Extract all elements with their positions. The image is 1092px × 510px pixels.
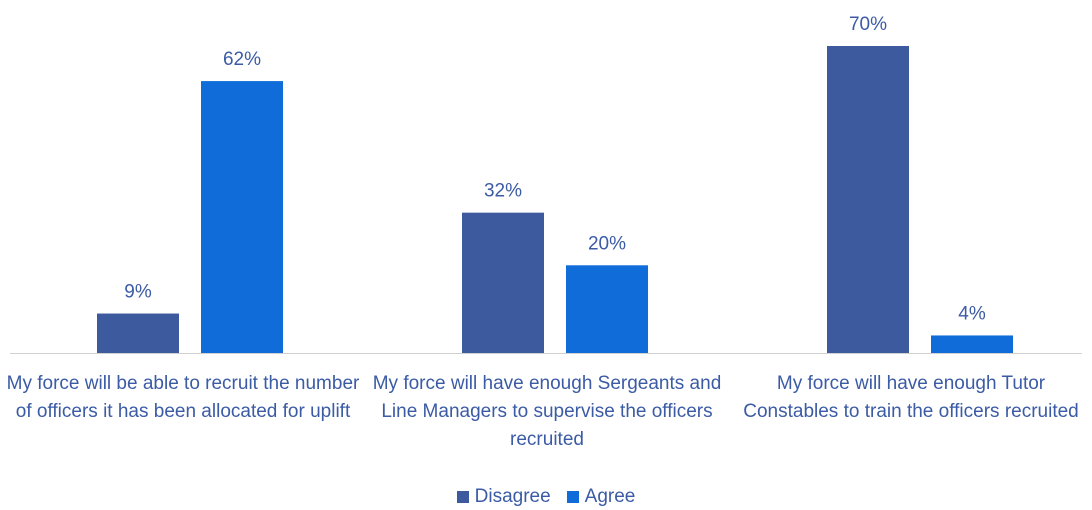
legend-item-agree: Agree: [566, 486, 636, 508]
bar-disagree-2: [462, 212, 544, 353]
data-label-agree-3: 4%: [958, 303, 986, 324]
data-label-disagree-3: 70%: [849, 14, 887, 35]
category-label-1: My force will be able to recruit the num…: [6, 373, 360, 422]
data-label-disagree-2: 32%: [484, 181, 522, 202]
legend-label-agree: Agree: [584, 486, 636, 507]
bar-agree-1: [201, 81, 283, 353]
category-label-3: My force will have enough Tutor Constabl…: [743, 373, 1079, 422]
category-label-2: My force will have enough Sergeants and …: [372, 373, 722, 450]
bar-agree-2: [566, 265, 648, 353]
bar-disagree-1: [97, 313, 179, 353]
legend: Disagree Agree: [0, 486, 1092, 508]
legend-swatch-agree: [566, 491, 579, 503]
legend-swatch-disagree: [456, 491, 469, 503]
data-label-agree-2: 20%: [588, 233, 626, 254]
legend-item-disagree: Disagree: [456, 486, 551, 508]
bar-disagree-3: [827, 46, 909, 353]
bar-agree-3: [931, 335, 1013, 353]
data-label-agree-1: 62%: [223, 49, 261, 70]
legend-label-disagree: Disagree: [474, 486, 551, 507]
data-label-disagree-1: 9%: [124, 282, 152, 303]
